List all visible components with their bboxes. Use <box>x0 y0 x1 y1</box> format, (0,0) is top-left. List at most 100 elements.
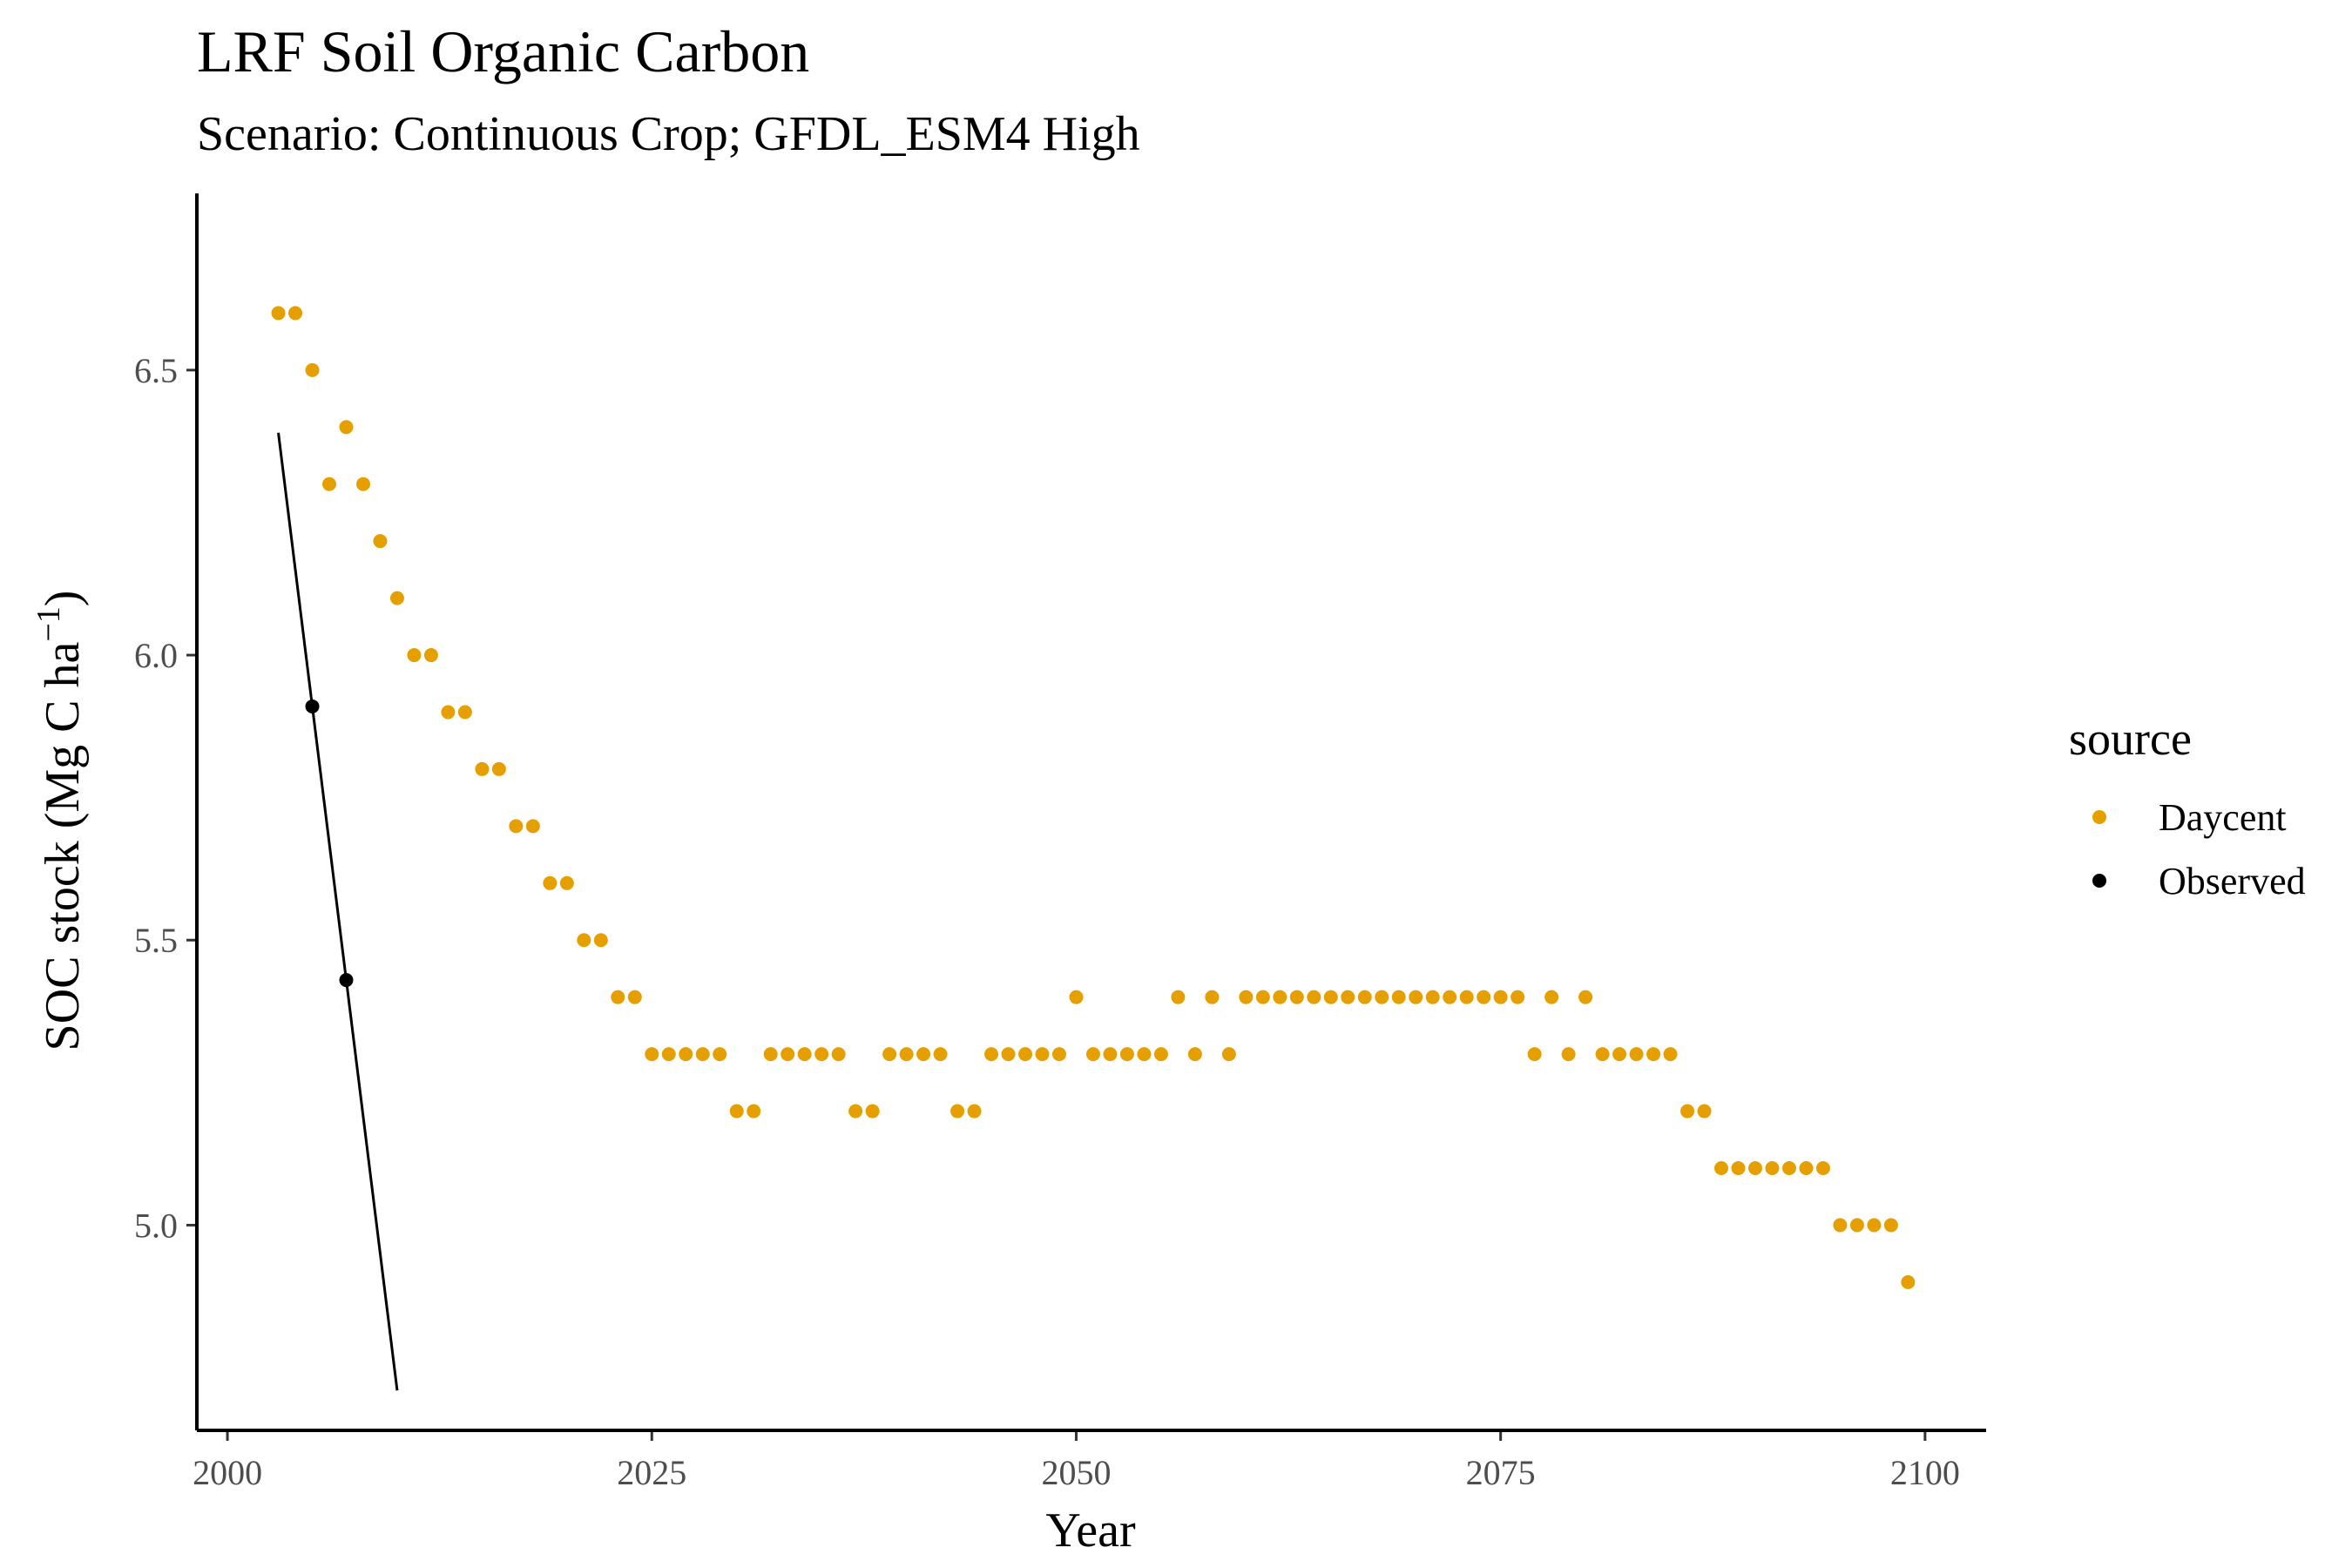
daycent-point <box>984 1047 999 1062</box>
daycent-point <box>1103 1047 1118 1062</box>
daycent-point <box>916 1047 931 1062</box>
daycent-point <box>525 819 540 834</box>
daycent-point <box>1713 1160 1728 1175</box>
daycent-point <box>899 1047 914 1062</box>
legend-key-observed <box>2092 874 2106 888</box>
x-tick-label: 2000 <box>193 1453 262 1492</box>
daycent-point <box>831 1047 846 1062</box>
daycent-point <box>271 306 286 321</box>
y-tick-label: 6.5 <box>134 351 178 390</box>
legend-title: source <box>2069 713 2192 765</box>
daycent-point <box>1289 990 1304 1004</box>
daycent-point <box>1544 990 1559 1004</box>
chart-title: LRF Soil Organic Carbon <box>197 18 809 84</box>
daycent-point <box>1273 990 1288 1004</box>
daycent-point <box>1747 1160 1762 1175</box>
daycent-point <box>1477 990 1491 1004</box>
daycent-point <box>509 819 524 834</box>
daycent-point <box>373 534 388 549</box>
legend-key-daycent <box>2092 810 2106 824</box>
plot-area: 2000 2025 2050 2075 2100 5.0 5.5 6.0 6.5 <box>134 193 1986 1492</box>
daycent-point <box>1901 1274 1916 1289</box>
y-axis-title-superscript: −1 <box>30 606 67 641</box>
daycent-point <box>1731 1160 1746 1175</box>
daycent-point <box>1051 1047 1066 1062</box>
y-tick-label: 5.0 <box>134 1206 178 1245</box>
daycent-point <box>1409 990 1423 1004</box>
daycent-point <box>1001 1047 1016 1062</box>
daycent-point <box>1119 1047 1134 1062</box>
daycent-point <box>1527 1047 1542 1062</box>
daycent-point <box>814 1047 829 1062</box>
daycent-point <box>1765 1160 1780 1175</box>
daycent-point <box>577 933 591 948</box>
daycent-point <box>1680 1104 1695 1119</box>
daycent-point <box>1511 990 1525 1004</box>
daycent-point <box>1375 990 1389 1004</box>
daycent-point <box>1307 990 1321 1004</box>
daycent-point <box>1663 1047 1678 1062</box>
daycent-point <box>1205 990 1220 1004</box>
daycent-point <box>593 933 608 948</box>
daycent-point <box>1867 1218 1882 1233</box>
y-axis-title-close: ) <box>36 591 90 607</box>
daycent-point <box>1612 1047 1627 1062</box>
daycent-point <box>407 648 422 663</box>
daycent-point <box>1323 990 1338 1004</box>
x-tick-label: 2075 <box>1466 1453 1536 1492</box>
daycent-point <box>1883 1218 1898 1233</box>
daycent-point <box>967 1104 982 1119</box>
daycent-point <box>543 875 558 890</box>
y-axis-ticks: 5.0 5.5 6.0 6.5 <box>134 351 197 1245</box>
daycent-point <box>1443 990 1457 1004</box>
daycent-point <box>1017 1047 1032 1062</box>
y-tick-label: 5.5 <box>134 921 178 960</box>
daycent-point <box>1255 990 1270 1004</box>
data-marks <box>271 306 1916 1391</box>
daycent-point <box>1425 990 1440 1004</box>
daycent-point <box>339 420 354 435</box>
observed-point <box>339 973 354 988</box>
y-tick-label: 6.0 <box>134 636 178 675</box>
daycent-point <box>1646 1047 1661 1062</box>
daycent-point <box>1035 1047 1050 1062</box>
daycent-point <box>1153 1047 1168 1062</box>
daycent-point <box>1137 1047 1152 1062</box>
daycent-point <box>627 990 642 1004</box>
daycent-point <box>305 362 320 377</box>
daycent-point <box>1069 990 1084 1004</box>
chart-subtitle: Scenario: Continuous Crop; GFDL_ESM4 Hig… <box>197 107 1140 161</box>
daycent-point <box>695 1047 710 1062</box>
daycent-point <box>679 1047 693 1062</box>
daycent-point <box>475 761 490 776</box>
daycent-point <box>1221 1047 1236 1062</box>
daycent-point <box>1815 1160 1830 1175</box>
x-axis-ticks: 2000 2025 2050 2075 2100 <box>193 1430 1960 1492</box>
daycent-point <box>559 875 574 890</box>
legend-label-observed: Observed <box>2159 860 2306 902</box>
daycent-point <box>1187 1047 1202 1062</box>
daycent-point <box>355 476 370 491</box>
daycent-point <box>1341 990 1355 1004</box>
daycent-point <box>848 1104 863 1119</box>
daycent-point <box>1578 990 1593 1004</box>
x-axis-title: Year <box>1045 1504 1136 1558</box>
daycent-point <box>661 1047 676 1062</box>
daycent-point <box>1849 1218 1864 1233</box>
daycent-point <box>763 1047 778 1062</box>
daycent-point <box>645 1047 659 1062</box>
daycent-point <box>611 990 625 1004</box>
daycent-point <box>1493 990 1508 1004</box>
daycent-point <box>389 591 404 605</box>
daycent-point <box>1781 1160 1796 1175</box>
y-axis-title: SOC stock (Mg C ha−1) <box>30 591 90 1051</box>
daycent-point <box>1799 1160 1814 1175</box>
daycent-point <box>1459 990 1474 1004</box>
legend-label-daycent: Daycent <box>2159 796 2287 839</box>
daycent-point <box>1239 990 1254 1004</box>
daycent-point <box>1561 1047 1576 1062</box>
daycent-point <box>491 761 506 776</box>
daycent-point <box>441 705 456 720</box>
daycent-point <box>1171 990 1186 1004</box>
